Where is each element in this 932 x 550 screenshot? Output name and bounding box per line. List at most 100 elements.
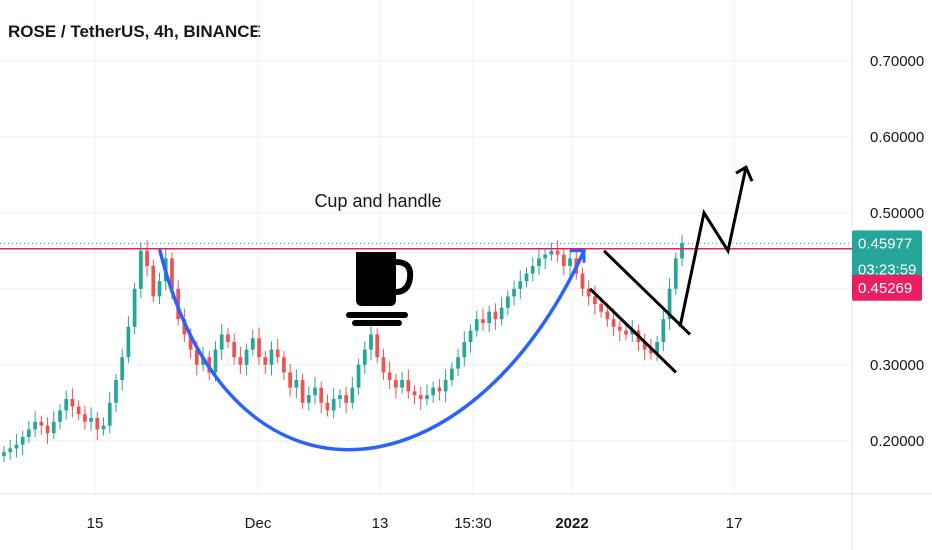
alert-price-tag (852, 274, 922, 301)
candle-body (114, 380, 118, 403)
cup-end-marker (570, 249, 586, 263)
candle-body (555, 250, 560, 255)
candle-body (580, 273, 585, 289)
candle-body (33, 421, 37, 430)
candle-body (145, 250, 149, 266)
candle-body (20, 437, 25, 445)
candle-body (331, 399, 336, 411)
candle-body (481, 319, 485, 323)
candle-body (275, 349, 280, 358)
candle-body (282, 357, 286, 373)
candle-body (226, 334, 230, 342)
candle-body (213, 349, 218, 373)
candle-body (530, 266, 535, 274)
candle-body (400, 380, 404, 388)
candle-body (58, 410, 62, 422)
candle-body (387, 372, 392, 380)
candle-body (431, 387, 436, 396)
last-price-tag (852, 230, 922, 283)
candle-body (51, 421, 56, 434)
candle-body (263, 357, 268, 365)
projection-path (678, 166, 748, 328)
candle-body (257, 338, 261, 358)
candle-body (375, 334, 380, 358)
candle-body (512, 288, 516, 297)
candle-body (120, 357, 125, 380)
candle-body (406, 380, 411, 392)
candle-body (294, 380, 299, 388)
candle-body (238, 357, 243, 365)
candle-body (39, 421, 44, 426)
candle-body (344, 395, 348, 403)
candle-body (437, 387, 442, 392)
candle-body (356, 364, 361, 388)
x-tick-label: Dec (245, 515, 272, 532)
handle-channel-lower (588, 287, 678, 374)
candle-body (269, 349, 274, 365)
x-tick-label: 17 (726, 515, 743, 532)
candle-body (45, 425, 50, 434)
candle-body (468, 330, 473, 342)
candle-body (170, 258, 174, 289)
candle-body (381, 357, 386, 373)
candle-body (194, 349, 199, 365)
candle-body (474, 319, 479, 331)
candle-body (369, 334, 373, 350)
y-tick-label: 0.70000 (870, 53, 924, 70)
candle-body (462, 342, 467, 358)
x-tick-label: 15:30 (454, 515, 492, 532)
candle-body (561, 254, 566, 266)
candle-body (661, 319, 666, 342)
candle-body (617, 326, 622, 331)
handle-channel-upper (602, 249, 692, 336)
alert-price-label: 0.45269 (858, 280, 912, 297)
candle-body (288, 372, 292, 388)
candle-body (605, 311, 610, 320)
y-tick-label: 0.30000 (870, 357, 924, 374)
candle-body (338, 395, 342, 399)
candle-body (524, 273, 529, 282)
last-price-label: 0.45977 (858, 235, 912, 252)
candle-body (394, 380, 398, 388)
candle-body (412, 391, 417, 396)
candle-body (362, 349, 367, 365)
candle-body (188, 334, 193, 350)
candle-body (126, 326, 131, 358)
candle-body (518, 281, 523, 289)
candle-body (443, 380, 448, 392)
candle-body (630, 330, 635, 335)
candle-body (27, 429, 31, 437)
cup-curve (158, 249, 586, 452)
projection-arrowhead (735, 165, 754, 182)
candle-body (456, 357, 460, 369)
candle-body (107, 402, 112, 426)
candle-body (649, 349, 653, 354)
candle-body (138, 250, 143, 289)
candle-body (586, 288, 591, 297)
candle-body (219, 334, 224, 350)
candle-body (2, 452, 6, 456)
countdown-label: 03:23:59 (858, 261, 916, 278)
candle-body (319, 387, 324, 403)
candle-body (313, 387, 317, 396)
candle-body (250, 338, 255, 350)
candle-body (493, 311, 498, 320)
x-tick-label: 13 (372, 515, 389, 532)
candle-body (350, 387, 355, 403)
candle-body (89, 418, 93, 422)
candle-body (549, 250, 554, 255)
candle-body (157, 281, 162, 297)
candle-body (642, 342, 647, 350)
annotation-text: Cup and handle (314, 191, 441, 211)
candle-body (8, 448, 13, 453)
candle-body (232, 342, 237, 358)
candle-body (425, 395, 429, 399)
candle-body (624, 330, 628, 335)
y-tick-label: 0.20000 (870, 433, 924, 450)
candle-body (611, 319, 616, 327)
candle-body (667, 288, 672, 320)
x-tick-label: 2022 (555, 515, 588, 532)
candle-body (499, 307, 504, 320)
